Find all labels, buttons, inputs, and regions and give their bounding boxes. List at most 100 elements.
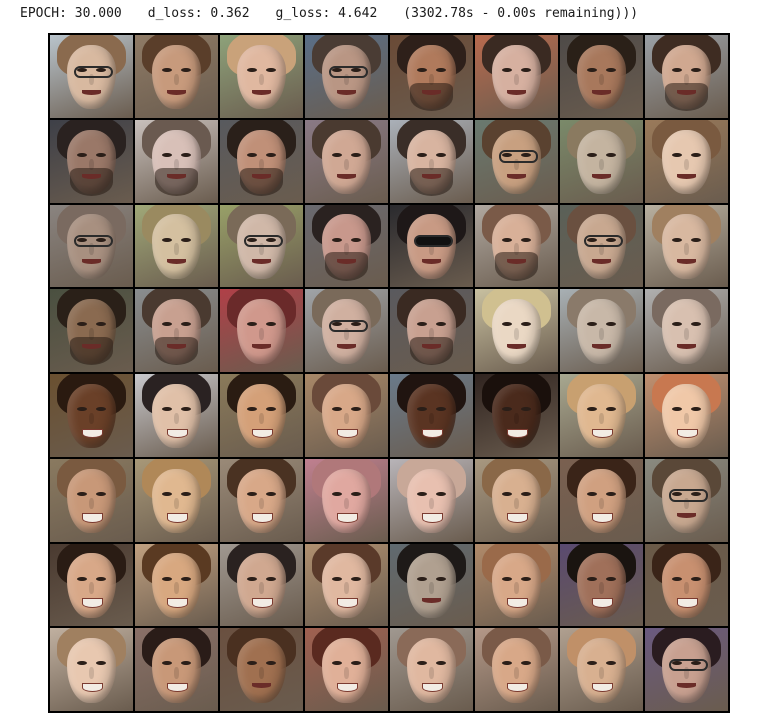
- beard-shape: [409, 82, 454, 112]
- left-eye: [77, 661, 88, 666]
- mouth-shape: [336, 428, 359, 439]
- glasses-shape: [584, 235, 623, 248]
- right-eye: [520, 491, 531, 496]
- left-eye: [162, 661, 173, 666]
- nose-shape: [174, 412, 179, 425]
- mouth-shape: [251, 89, 272, 95]
- right-eye: [265, 661, 276, 666]
- face-sample-tile: [560, 458, 643, 542]
- face-sample-tile: [50, 204, 133, 288]
- nose-shape: [259, 497, 264, 510]
- right-eye: [605, 407, 616, 412]
- left-eye: [332, 322, 343, 327]
- face-shape: [406, 553, 457, 618]
- mouth-shape: [421, 428, 444, 439]
- left-eye: [672, 407, 683, 412]
- nose-shape: [259, 243, 264, 255]
- nose-shape: [684, 328, 689, 340]
- right-eye: [520, 661, 531, 666]
- face-sample-tile: [220, 289, 303, 372]
- mouth-shape: [421, 343, 442, 349]
- right-eye: [95, 407, 106, 412]
- face-sample-tile: [305, 35, 388, 118]
- left-eye: [587, 491, 598, 496]
- face-sample-tile: [50, 119, 133, 203]
- nose-shape: [344, 243, 349, 255]
- left-eye: [332, 407, 343, 412]
- left-eye: [162, 576, 173, 581]
- face-sample-tile: [645, 458, 728, 542]
- left-eye: [417, 576, 428, 581]
- left-eye: [417, 407, 428, 412]
- right-eye: [265, 237, 276, 242]
- nose-shape: [599, 497, 604, 510]
- right-eye: [435, 576, 446, 581]
- face-sample-tile: [560, 289, 643, 372]
- face-shape: [491, 299, 542, 364]
- right-eye: [265, 322, 276, 327]
- mouth-shape: [336, 174, 357, 180]
- left-eye: [162, 407, 173, 412]
- left-eye: [332, 152, 343, 157]
- right-eye: [435, 407, 446, 412]
- right-eye: [265, 407, 276, 412]
- face-sample-tile: [220, 628, 303, 711]
- left-eye: [417, 661, 428, 666]
- right-eye: [95, 68, 106, 73]
- left-eye: [162, 152, 173, 157]
- beard-shape: [664, 82, 709, 112]
- nose-shape: [684, 497, 689, 510]
- beard-shape: [69, 337, 114, 366]
- beard-shape: [154, 337, 199, 366]
- nose-shape: [429, 497, 434, 510]
- left-eye: [77, 576, 88, 581]
- face-sample-tile: [390, 119, 473, 203]
- mouth-shape: [166, 513, 189, 523]
- nose-shape: [684, 667, 689, 679]
- mouth-shape: [251, 598, 274, 608]
- right-eye: [350, 491, 361, 496]
- nose-shape: [684, 412, 689, 425]
- nose-shape: [599, 328, 604, 340]
- right-eye: [350, 68, 361, 73]
- left-eye: [77, 237, 88, 242]
- face-shape: [321, 129, 372, 195]
- nose-shape: [259, 328, 264, 340]
- face-sample-tile: [475, 204, 558, 288]
- left-eye: [77, 152, 88, 157]
- right-eye: [435, 152, 446, 157]
- left-eye: [417, 152, 428, 157]
- left-eye: [587, 407, 598, 412]
- mouth-shape: [336, 89, 357, 95]
- mouth-shape: [591, 513, 614, 523]
- right-eye: [605, 237, 616, 242]
- right-eye: [435, 661, 446, 666]
- mouth-shape: [676, 89, 697, 95]
- face-shape: [151, 214, 202, 279]
- mouth-shape: [591, 259, 612, 265]
- mouth-shape: [81, 513, 104, 523]
- left-eye: [77, 322, 88, 327]
- face-shape: [151, 44, 202, 110]
- face-sample-tile: [135, 374, 218, 457]
- face-sample-tile: [560, 204, 643, 288]
- glasses-shape: [244, 235, 283, 248]
- left-eye: [672, 576, 683, 581]
- face-sample-tile: [390, 543, 473, 627]
- mouth-shape: [676, 343, 697, 349]
- left-eye: [502, 661, 513, 666]
- face-sample-tile: [50, 289, 133, 372]
- nose-shape: [599, 667, 604, 679]
- nose-shape: [429, 667, 434, 679]
- face-sample-tile: [135, 204, 218, 288]
- face-shape: [236, 638, 287, 703]
- nose-shape: [89, 158, 94, 171]
- nose-shape: [174, 667, 179, 679]
- right-eye: [180, 576, 191, 581]
- right-eye: [180, 68, 191, 73]
- right-eye: [690, 576, 701, 581]
- nose-shape: [684, 243, 689, 255]
- mouth-shape: [506, 259, 527, 265]
- mouth-shape: [166, 174, 187, 180]
- nose-shape: [344, 328, 349, 340]
